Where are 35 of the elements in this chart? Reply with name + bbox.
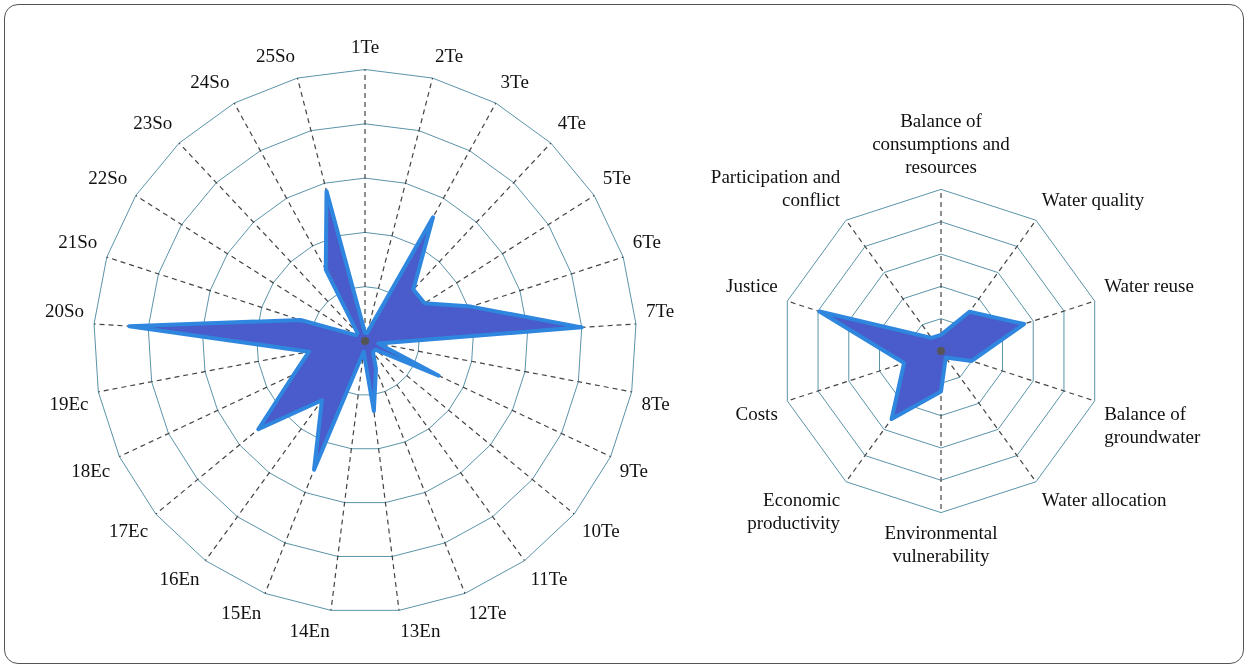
- spoke-label: Water reuse: [1104, 274, 1194, 296]
- spoke-label: 8Te: [641, 393, 670, 415]
- spoke-label: 17Ec: [109, 519, 149, 541]
- spoke-label: Economic productivity: [747, 489, 841, 534]
- spoke-label: 6Te: [632, 230, 661, 252]
- spoke-label: 20So: [44, 299, 85, 321]
- spoke-label: 7Te: [645, 299, 675, 321]
- spoke-label: 9Te: [619, 460, 648, 482]
- spoke-label: 5Te: [602, 166, 631, 188]
- spoke-label: Environmental vulnerability: [884, 521, 998, 566]
- spoke-label: 11Te: [530, 568, 568, 590]
- spoke-label: 1Te: [350, 36, 380, 58]
- spoke-label: Water quality: [1041, 188, 1145, 210]
- spoke-label: 12Te: [468, 602, 507, 624]
- spoke-label: 23So: [133, 112, 173, 134]
- spoke-label: 15En: [221, 602, 262, 624]
- spoke-label: Balance of groundwater: [1104, 403, 1201, 448]
- spoke-label: 18Ec: [71, 460, 111, 482]
- spoke-label: 14En: [289, 619, 331, 641]
- spoke-label: Water allocation: [1041, 489, 1167, 511]
- spoke-label: 10Te: [581, 519, 620, 541]
- spoke-label: 21So: [58, 230, 98, 252]
- spoke-label: 16En: [159, 568, 201, 590]
- spoke-label: 19Ec: [49, 393, 89, 415]
- spoke-label: 24So: [190, 70, 230, 92]
- spoke-label: Justice: [726, 274, 778, 296]
- spoke-label: 4Te: [557, 112, 586, 134]
- spoke-label: 22So: [88, 166, 128, 188]
- spoke-label: 25So: [255, 44, 295, 66]
- spoke-label: Costs: [735, 403, 778, 425]
- spoke-label: 3Te: [500, 70, 529, 92]
- spoke-label: 2Te: [435, 44, 464, 66]
- spoke-label: Balance of consumptions and resources: [872, 110, 1011, 177]
- spoke-label: 13En: [400, 619, 441, 641]
- spoke-label: Participation and conflict: [710, 165, 841, 210]
